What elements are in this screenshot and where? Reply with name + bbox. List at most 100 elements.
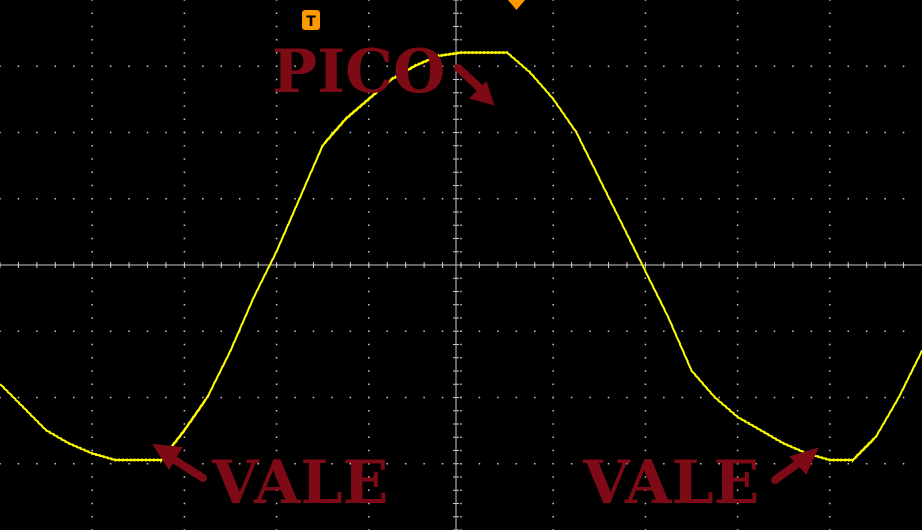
grid-dot	[275, 65, 278, 67]
grid-dot	[423, 330, 425, 332]
grid-dot	[552, 317, 554, 319]
grid-dot	[644, 489, 647, 491]
grid-dot	[368, 423, 370, 425]
grid-dot	[663, 396, 665, 399]
grid-dot	[681, 131, 684, 134]
grid-dot	[183, 436, 186, 438]
grid-dot	[275, 343, 278, 346]
grid-dot	[368, 410, 370, 412]
grid-dot	[736, 39, 739, 41]
grid-dot	[478, 198, 481, 200]
grid-dot	[736, 304, 739, 306]
grid-dot	[368, 25, 370, 28]
grid-dot	[404, 463, 407, 465]
grid-dot	[478, 131, 481, 134]
grid-dot	[17, 463, 20, 465]
trigger-label: T	[306, 14, 316, 30]
grid-dot	[257, 463, 259, 465]
grid-dot	[552, 277, 554, 279]
grid-dot	[736, 105, 739, 107]
grid-dot	[91, 237, 93, 240]
grid-dot	[626, 65, 628, 67]
grid-dot	[91, 463, 93, 465]
grid-dot	[91, 449, 93, 452]
grid-dot	[404, 131, 407, 134]
grid-dot	[902, 131, 905, 134]
grid-dot	[810, 65, 813, 67]
grid-dot	[36, 131, 38, 134]
grid-dot	[73, 65, 75, 67]
grid-dot	[91, 131, 93, 134]
grid-dot	[257, 330, 259, 332]
grid-dot	[552, 502, 554, 505]
grid-dot	[368, 396, 370, 399]
grid-dot	[884, 330, 886, 332]
grid-dot	[91, 251, 93, 253]
grid-dot	[552, 251, 554, 253]
grid-dot	[275, 357, 278, 359]
grid-dot	[368, 277, 370, 279]
trigger-position-marker[interactable]	[508, 0, 525, 10]
grid-dot	[423, 198, 425, 200]
grid-dot	[626, 463, 628, 465]
grid-dot	[736, 92, 739, 94]
grid-dot	[829, 330, 831, 332]
grid-dot	[183, 158, 186, 160]
grid-dot	[552, 118, 554, 120]
grid-dot	[275, 383, 278, 385]
grid-dot	[128, 463, 130, 465]
arrow-to-peak	[454, 64, 495, 106]
grid-dot	[552, 330, 554, 332]
grid-dot	[515, 463, 518, 465]
grid-dot	[829, 118, 831, 120]
grid-dot	[183, 171, 186, 173]
grid-dot	[368, 171, 370, 173]
grid-dot	[349, 131, 352, 134]
grid-dot	[515, 330, 518, 332]
grid-dot	[368, 12, 370, 14]
grid-dot	[275, 410, 278, 412]
grid-dot	[663, 65, 665, 67]
grid-dot	[534, 198, 536, 200]
grid-dot	[699, 131, 702, 134]
grid-dot	[368, 463, 370, 465]
grid-dot	[570, 463, 573, 465]
grid-dot	[368, 131, 370, 134]
grid-dot	[644, 12, 647, 14]
grid-dot	[847, 198, 849, 200]
grid-dot	[552, 224, 554, 226]
trigger-marker[interactable]: T	[302, 10, 320, 30]
grid-dot	[460, 330, 462, 332]
grid-dot	[534, 463, 536, 465]
grid-dot	[275, 489, 278, 491]
grid-dot	[663, 463, 665, 465]
grid-dot	[607, 131, 610, 134]
grid-dot	[829, 449, 831, 452]
grid-dot	[183, 78, 186, 81]
grid-dot	[736, 449, 739, 452]
grid-dot	[54, 463, 57, 465]
grid-dot	[183, 357, 186, 359]
grid-dot	[0, 330, 1, 332]
grid-dot	[460, 396, 462, 399]
grid-dot	[183, 25, 186, 28]
grid-dot	[755, 131, 757, 134]
grid-dot	[736, 343, 739, 346]
grid-dot	[699, 65, 702, 67]
grid-dot	[865, 65, 868, 67]
grid-dot	[552, 304, 554, 306]
grid-dot	[497, 330, 499, 332]
grid-dot	[718, 396, 720, 399]
grid-dot	[773, 131, 776, 134]
grid-dot	[773, 330, 776, 332]
grid-dot	[460, 489, 462, 491]
grid-dot	[497, 396, 499, 399]
grid-dot	[570, 131, 573, 134]
grid-dot	[884, 396, 886, 399]
grid-dot	[736, 145, 739, 147]
grid-dot	[829, 436, 831, 438]
grid-dot	[275, 105, 278, 107]
grid-dot	[294, 65, 296, 67]
grid-dot	[644, 290, 647, 293]
grid-dot	[368, 370, 370, 372]
